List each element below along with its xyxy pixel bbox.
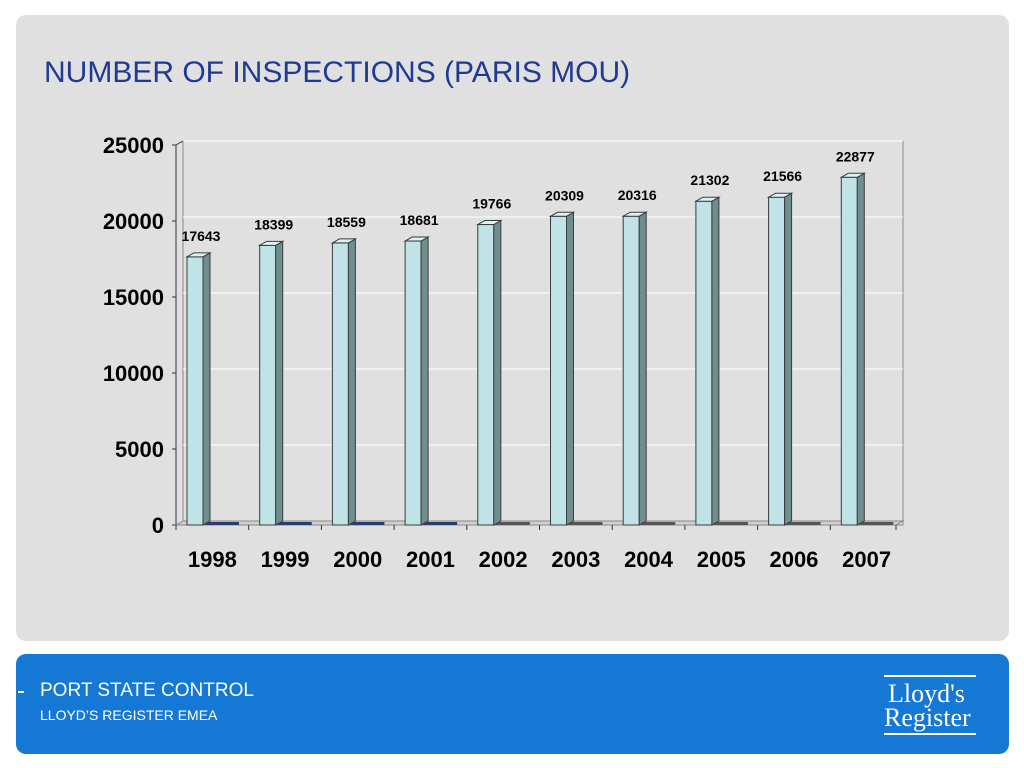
bar	[404, 240, 422, 526]
data-label: 21566	[763, 168, 802, 184]
bar-top	[839, 172, 867, 178]
y-axis-depth	[175, 140, 184, 146]
data-label: 18399	[254, 216, 293, 232]
y-tick-label: 25000	[103, 133, 164, 158]
bar-side	[347, 238, 356, 526]
x-tick-label: 2001	[406, 547, 455, 572]
bar-top	[475, 220, 503, 226]
bar-side	[202, 251, 211, 526]
x-tick-label: 2000	[333, 547, 382, 572]
logo-text-line2: Register	[884, 703, 971, 732]
bar-side	[784, 192, 793, 526]
baseline-marker	[423, 522, 458, 525]
data-label: 20316	[618, 187, 657, 203]
footer-bar	[16, 654, 1009, 754]
data-label: 18559	[327, 214, 366, 230]
baseline-marker	[568, 522, 603, 525]
baseline-marker	[859, 522, 894, 525]
bar	[186, 256, 204, 526]
bar-top	[185, 252, 212, 258]
bar-side	[711, 196, 720, 526]
x-tick-label: 2006	[769, 547, 818, 572]
data-label: 19766	[472, 196, 511, 212]
bar-side	[420, 236, 429, 526]
bar	[768, 196, 786, 526]
bar	[550, 215, 567, 526]
bar-side	[638, 211, 647, 526]
bar-top	[694, 196, 721, 202]
bar-side	[856, 172, 865, 526]
bar	[840, 176, 858, 526]
baseline-marker	[350, 522, 385, 525]
lloyds-register-logo: Lloyd's Register	[884, 675, 976, 735]
bar-top	[403, 236, 430, 242]
bar	[622, 215, 640, 526]
bar-side	[493, 219, 502, 526]
bar-top	[330, 238, 358, 244]
bar-side	[566, 211, 574, 526]
baseline-marker	[205, 522, 239, 525]
x-tick-label: 2004	[624, 547, 674, 572]
y-tick-label: 20000	[103, 209, 164, 234]
data-label: 17643	[182, 228, 221, 244]
data-label: 20309	[545, 187, 584, 203]
bar	[331, 242, 349, 526]
y-tick-label: 10000	[103, 361, 164, 386]
x-tick-label: 2002	[479, 547, 528, 572]
x-tick-label: 2005	[697, 547, 746, 572]
footer-title: PORT STATE CONTROL	[40, 680, 254, 701]
slide-title: NUMBER OF INSPECTIONS (PARIS MOU)	[44, 56, 631, 89]
baseline-marker	[713, 522, 748, 525]
y-tick-label: 15000	[103, 285, 164, 310]
baseline-marker	[786, 522, 821, 525]
bar-top	[548, 211, 576, 217]
data-label: 18681	[400, 212, 439, 228]
bar-top	[766, 192, 794, 198]
plot-area	[182, 140, 904, 526]
bar	[695, 200, 713, 526]
baseline-marker	[495, 522, 530, 525]
y-tick-label: 5000	[115, 437, 164, 462]
footer-subtitle: LLOYD’S REGISTER EMEA	[40, 707, 218, 723]
footer-dash	[18, 691, 24, 693]
baseline-marker	[641, 522, 676, 525]
baseline-marker	[277, 522, 312, 525]
data-label: 22877	[836, 148, 875, 164]
bar-top	[621, 211, 649, 217]
bar-side	[275, 240, 284, 526]
bar	[477, 224, 495, 526]
logo-text-line1: Lloyd's	[888, 679, 965, 708]
y-tick-label: 0	[152, 513, 164, 538]
x-tick-label: 1998	[188, 547, 237, 572]
x-tick-label: 2007	[842, 547, 891, 572]
x-tick-label: 2003	[551, 547, 600, 572]
bar	[259, 244, 277, 526]
bar-top	[257, 240, 285, 246]
x-tick-label: 1999	[261, 547, 310, 572]
data-label: 21302	[690, 172, 729, 188]
